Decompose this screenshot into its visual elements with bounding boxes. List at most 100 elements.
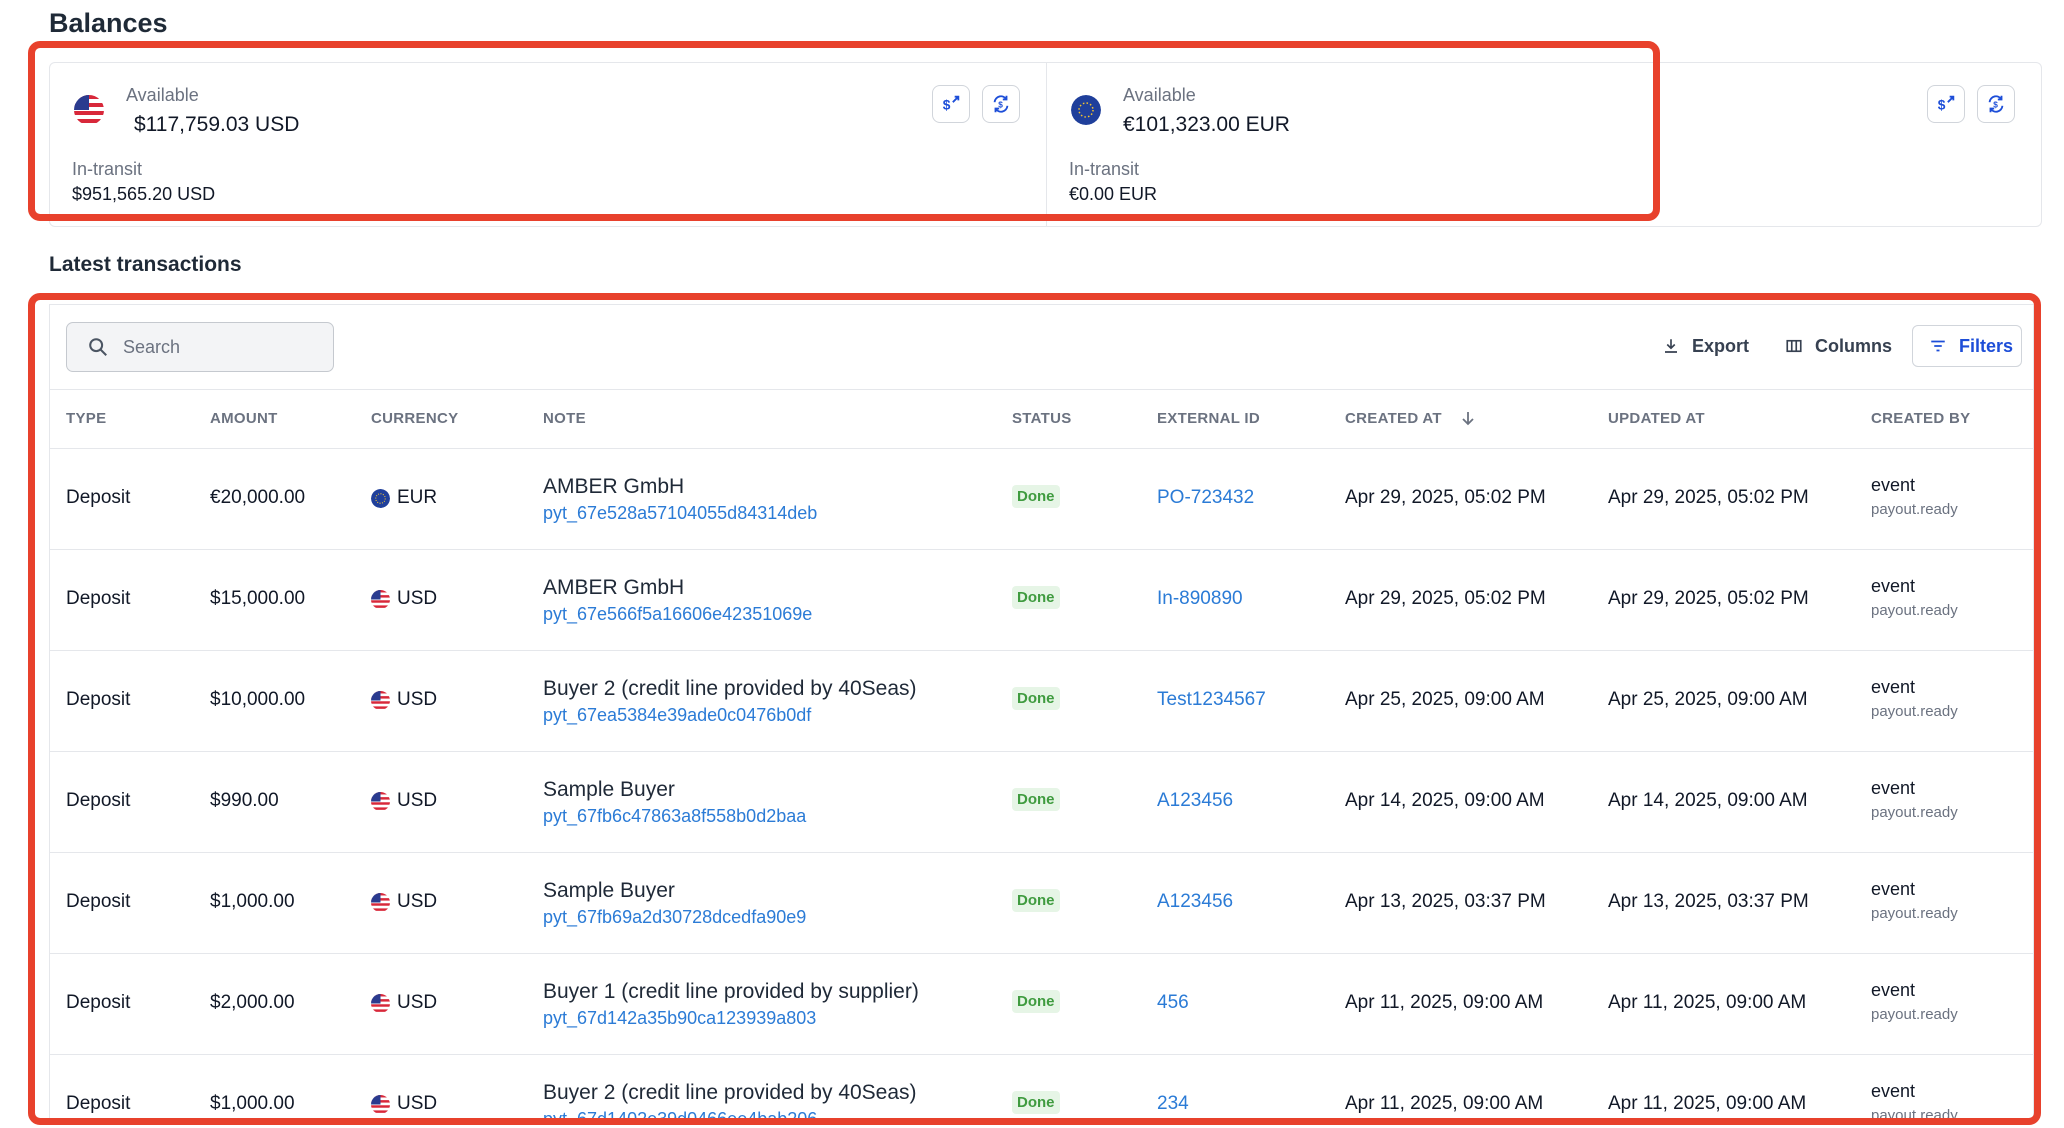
cell-note-id-link[interactable]: pyt_67d142a35b90ca123939a803 <box>543 1008 817 1028</box>
us-flag-icon <box>371 993 390 1013</box>
svg-text:$: $ <box>943 98 951 113</box>
col-external-id[interactable]: EXTERNAL ID <box>1157 410 1261 427</box>
balance-card-eur: Available €101,323.00 EUR In-transit €0.… <box>1046 63 2041 226</box>
transactions-table: Export Columns Filters TYPE AMOUNT CURRE… <box>49 304 2034 1124</box>
cell-updated-at: Apr 25, 2025, 09:00 AM <box>1608 689 1808 710</box>
col-status[interactable]: STATUS <box>1012 410 1072 427</box>
table-body: Deposit €20,000.00 EUR AMBER GmbH pyt_67e528… <box>50 449 2033 1124</box>
status-badge: Done <box>1012 687 1060 710</box>
col-amount[interactable]: AMOUNT <box>210 410 278 427</box>
cell-type: Deposit <box>66 689 131 710</box>
export-button[interactable]: Export <box>1662 325 1749 367</box>
cell-external-id-link[interactable]: A123456 <box>1157 790 1234 811</box>
cell-created-at: Apr 13, 2025, 03:37 PM <box>1345 891 1546 912</box>
status-badge: Done <box>1012 889 1060 912</box>
cell-created-by-event: payout.ready <box>1871 703 1958 720</box>
cell-note-name: Sample Buyer <box>543 778 675 801</box>
cell-note-id-link[interactable]: pyt_67fb6c47863a8f558b0d2baa <box>543 806 807 826</box>
cell-type: Deposit <box>66 992 131 1013</box>
cell-external-id-link[interactable]: Test1234567 <box>1157 689 1266 710</box>
cell-note-name: Sample Buyer <box>543 879 675 902</box>
cell-amount: $2,000.00 <box>210 992 295 1013</box>
cell-currency: USD <box>371 992 437 1014</box>
table-row[interactable]: Deposit $1,000.00 USD Buyer 2 (credit line … <box>50 1055 2033 1124</box>
table-row[interactable]: Deposit $990.00 USD Sample Buyer pyt_67fb6c4… <box>50 752 2033 853</box>
cell-created-by: event <box>1871 576 1916 596</box>
col-updated-at[interactable]: UPDATED AT <box>1608 410 1705 427</box>
available-label: Available <box>126 85 199 105</box>
cell-note-name: AMBER GmbH <box>543 475 685 498</box>
cell-currency: USD <box>371 1093 437 1115</box>
table-row[interactable]: Deposit $1,000.00 USD Sample Buyer pyt_67fb6… <box>50 853 2033 954</box>
search-box[interactable] <box>66 322 334 372</box>
cell-created-at: Apr 29, 2025, 05:02 PM <box>1345 588 1546 609</box>
table-row[interactable]: Deposit €20,000.00 EUR AMBER GmbH pyt_67e528… <box>50 449 2033 550</box>
cell-created-by: event <box>1871 778 1916 798</box>
cell-external-id-link[interactable]: In-890890 <box>1157 588 1243 609</box>
col-created-at-label: CREATED AT <box>1345 410 1442 427</box>
currency-code: EUR <box>397 487 438 508</box>
table-toolbar: Export Columns Filters <box>50 305 2033 390</box>
columns-button[interactable]: Columns <box>1785 325 1892 367</box>
cell-currency: EUR <box>371 487 437 509</box>
cell-note-id-link[interactable]: pyt_67e528a57104055d84314deb <box>543 503 818 523</box>
dollar-send-icon: $ <box>1938 95 1955 113</box>
cell-amount: $15,000.00 <box>210 588 306 609</box>
export-label: Export <box>1692 335 1750 356</box>
available-label: Available <box>1123 85 1196 105</box>
col-note[interactable]: NOTE <box>543 410 586 427</box>
cell-created-by-event: payout.ready <box>1871 1107 1958 1124</box>
col-currency[interactable]: CURRENCY <box>371 410 459 427</box>
col-type[interactable]: TYPE <box>66 410 107 427</box>
table-row[interactable]: Deposit $15,000.00 USD AMBER GmbH pyt_67e566… <box>50 550 2033 651</box>
cell-created-at: Apr 29, 2025, 05:02 PM <box>1345 487 1546 508</box>
balance-card-usd: Available $117,759.03 USD In-transit $95… <box>50 63 1046 226</box>
col-created-at[interactable]: CREATED AT <box>1345 410 1476 427</box>
payout-button[interactable]: $ <box>932 85 970 123</box>
us-flag-icon <box>371 589 390 609</box>
cell-currency: USD <box>371 689 437 711</box>
cell-type: Deposit <box>66 790 131 811</box>
cell-note-id-link[interactable]: pyt_67d1402e39d0466ee4bab206 <box>543 1109 818 1124</box>
table-row[interactable]: Deposit $10,000.00 USD Buyer 2 (credit line… <box>50 651 2033 752</box>
in-transit-amount: $951,565.20 USD <box>72 184 216 204</box>
cell-note-id-link[interactable]: pyt_67fb69a2d30728dcedfa90e9 <box>543 907 807 927</box>
cell-amount: $10,000.00 <box>210 689 306 710</box>
arrow-down-icon <box>1462 412 1474 426</box>
svg-text:$: $ <box>1938 98 1946 113</box>
us-flag-icon <box>371 1094 390 1114</box>
status-badge: Done <box>1012 788 1060 811</box>
currency-code: USD <box>397 689 438 710</box>
cell-type: Deposit <box>66 891 131 912</box>
eu-flag-icon <box>1071 95 1101 125</box>
in-transit-label: In-transit <box>72 159 143 179</box>
search-input[interactable] <box>121 335 325 359</box>
convert-button[interactable]: $ <box>982 85 1020 123</box>
exchange-icon: $ <box>993 95 1009 113</box>
cell-external-id-link[interactable]: A123456 <box>1157 891 1234 912</box>
payout-button[interactable]: $ <box>1927 85 1965 123</box>
cell-created-by-event: payout.ready <box>1871 501 1958 518</box>
currency-code: USD <box>397 790 438 811</box>
cell-created-by: event <box>1871 1081 1916 1101</box>
cell-note-id-link[interactable]: pyt_67e566f5a16606e42351069e <box>543 604 813 624</box>
filters-button[interactable]: Filters <box>1912 325 2022 367</box>
exchange-icon: $ <box>1988 95 2004 113</box>
cell-created-by: event <box>1871 879 1916 899</box>
cell-currency: USD <box>371 790 437 812</box>
table-row[interactable]: Deposit $2,000.00 USD Buyer 1 (credit line … <box>50 954 2033 1055</box>
convert-button[interactable]: $ <box>1977 85 2015 123</box>
us-flag-icon <box>371 892 390 912</box>
cell-external-id-link[interactable]: PO-723432 <box>1157 487 1255 508</box>
cell-updated-at: Apr 14, 2025, 09:00 AM <box>1608 790 1808 811</box>
cell-external-id-link[interactable]: 456 <box>1157 992 1189 1013</box>
cell-updated-at: Apr 13, 2025, 03:37 PM <box>1608 891 1809 912</box>
cell-note-id-link[interactable]: pyt_67ea5384e39ade0c0476b0df <box>543 705 812 725</box>
cell-external-id-link[interactable]: 234 <box>1157 1093 1189 1114</box>
cell-created-by-event: payout.ready <box>1871 804 1958 821</box>
transactions-title: Latest transactions <box>49 253 242 276</box>
col-created-by[interactable]: CREATED BY <box>1871 410 1971 427</box>
cell-type: Deposit <box>66 588 131 609</box>
status-badge: Done <box>1012 586 1060 609</box>
cell-created-at: Apr 11, 2025, 09:00 AM <box>1345 992 1544 1013</box>
